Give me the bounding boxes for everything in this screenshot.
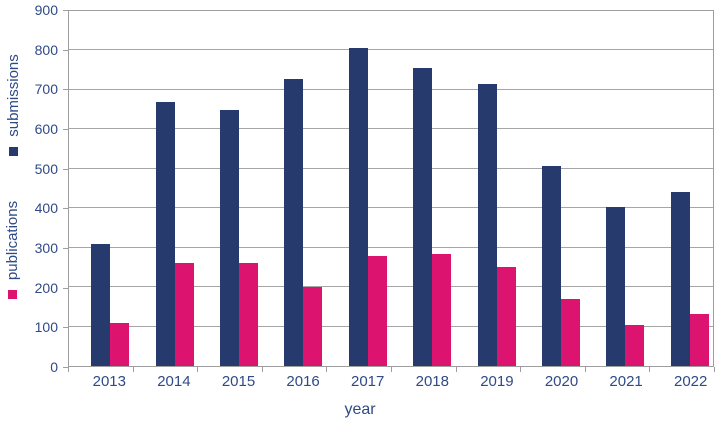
bar-submissions-2015 <box>220 109 240 366</box>
x-tick-mark-5 <box>391 367 392 372</box>
x-tick-label-2021: 2021 <box>609 373 643 390</box>
y-tick-mark-500 <box>63 168 68 170</box>
gridline-300 <box>69 246 713 248</box>
x-tick-mark-9 <box>649 367 651 372</box>
gridline-100 <box>69 325 713 327</box>
y-tick-label-300: 300 <box>34 240 58 256</box>
bar-publications-2018 <box>432 253 452 366</box>
x-tick-label-2013: 2013 <box>92 373 126 390</box>
bar-group-2022 <box>649 11 713 366</box>
bar-submissions-2022 <box>670 192 690 366</box>
y-tick-label-600: 600 <box>34 121 58 137</box>
x-tick-mark-1 <box>132 367 134 372</box>
bar-pair-2021 <box>606 11 645 366</box>
y-tick-label-0: 0 <box>50 359 58 375</box>
x-tick-mark-6 <box>455 367 457 372</box>
gridline-700 <box>69 88 713 90</box>
y-tick-mark-900 <box>63 10 68 11</box>
bar-publications-2014 <box>174 263 194 366</box>
bar-submissions-2020 <box>542 166 562 366</box>
bar-pair-2022 <box>670 11 709 366</box>
bar-group-2020 <box>520 11 584 366</box>
bar-group-2013 <box>69 11 133 366</box>
y-tick-label-100: 100 <box>34 319 58 336</box>
y-tick-mark-800 <box>63 49 68 51</box>
bar-submissions-2013 <box>91 243 111 366</box>
bar-publications-2016 <box>303 287 323 366</box>
bar-pair-2017 <box>348 11 387 366</box>
gridline-800 <box>69 49 713 51</box>
gridline-200 <box>69 286 713 288</box>
gridline-600 <box>69 128 713 130</box>
x-tick-mark-10 <box>714 367 715 372</box>
bar-submissions-2018 <box>413 68 433 366</box>
y-tick-label-200: 200 <box>34 279 58 296</box>
x-tick-label-2014: 2014 <box>157 373 191 390</box>
bar-publications-2015 <box>239 262 259 366</box>
bar-group-2018 <box>391 11 455 366</box>
x-tick-mark-4 <box>326 367 328 372</box>
bar-group-2016 <box>262 11 326 366</box>
x-tick-mark-2 <box>197 367 199 372</box>
bar-pair-2014 <box>155 11 194 366</box>
x-tick-label-2019: 2019 <box>480 373 514 390</box>
y-tick-label-800: 800 <box>34 41 58 58</box>
bar-pair-2016 <box>284 11 323 366</box>
bar-group-2014 <box>133 11 197 366</box>
bar-pair-2018 <box>413 11 452 366</box>
gridline-500 <box>69 167 713 169</box>
x-tick-label-2017: 2017 <box>351 373 385 390</box>
bar-publications-2013 <box>110 322 130 366</box>
plot-area <box>68 10 714 367</box>
x-tick-mark-0 <box>68 367 69 372</box>
bar-publications-2020 <box>561 298 581 366</box>
bar-publications-2017 <box>367 255 387 366</box>
y-tick-mark-300 <box>63 248 68 249</box>
gridline-400 <box>69 207 713 209</box>
bar-pair-2020 <box>542 11 581 366</box>
y-tick-mark-200 <box>63 287 68 289</box>
bar-submissions-2014 <box>155 101 175 366</box>
x-tick-label-2020: 2020 <box>544 373 579 390</box>
y-tick-label-700: 700 <box>34 81 58 98</box>
x-tick-mark-8 <box>584 367 586 372</box>
y-tick-mark-400 <box>63 208 68 210</box>
y-tick-mark-100 <box>63 327 68 329</box>
bar-groups <box>69 11 713 366</box>
bar-pair-2013 <box>91 11 130 366</box>
y-tick-label-500: 500 <box>34 160 58 177</box>
bar-group-2015 <box>198 11 262 366</box>
bar-publications-2021 <box>625 325 645 366</box>
x-tick-label-2022: 2022 <box>674 373 708 390</box>
bar-pair-2019 <box>477 11 516 366</box>
bar-submissions-2021 <box>606 207 626 366</box>
y-tick-mark-0 <box>63 367 68 368</box>
bar-publications-2019 <box>496 267 516 366</box>
x-tick-mark-3 <box>261 367 263 372</box>
x-axis-title: year <box>344 401 376 418</box>
x-tick-label-2018: 2018 <box>415 373 449 390</box>
bar-pair-2015 <box>220 11 259 366</box>
submissions-legend-marker-icon <box>8 146 18 156</box>
x-tick-label-2016: 2016 <box>286 373 320 390</box>
bar-publications-2022 <box>689 313 709 366</box>
bar-group-2017 <box>327 11 391 366</box>
y-tick-label-400: 400 <box>34 200 58 217</box>
bar-submissions-2016 <box>284 79 304 366</box>
bar-submissions-2017 <box>348 48 368 366</box>
y-tick-mark-600 <box>63 129 68 130</box>
bar-group-2019 <box>455 11 519 366</box>
y-tick-label-900: 900 <box>34 2 58 18</box>
x-tick-mark-7 <box>520 367 522 372</box>
bar-submissions-2019 <box>477 83 497 366</box>
bar-group-2021 <box>584 11 648 366</box>
y-tick-mark-700 <box>63 89 68 91</box>
x-tick-label-2015: 2015 <box>221 373 256 390</box>
